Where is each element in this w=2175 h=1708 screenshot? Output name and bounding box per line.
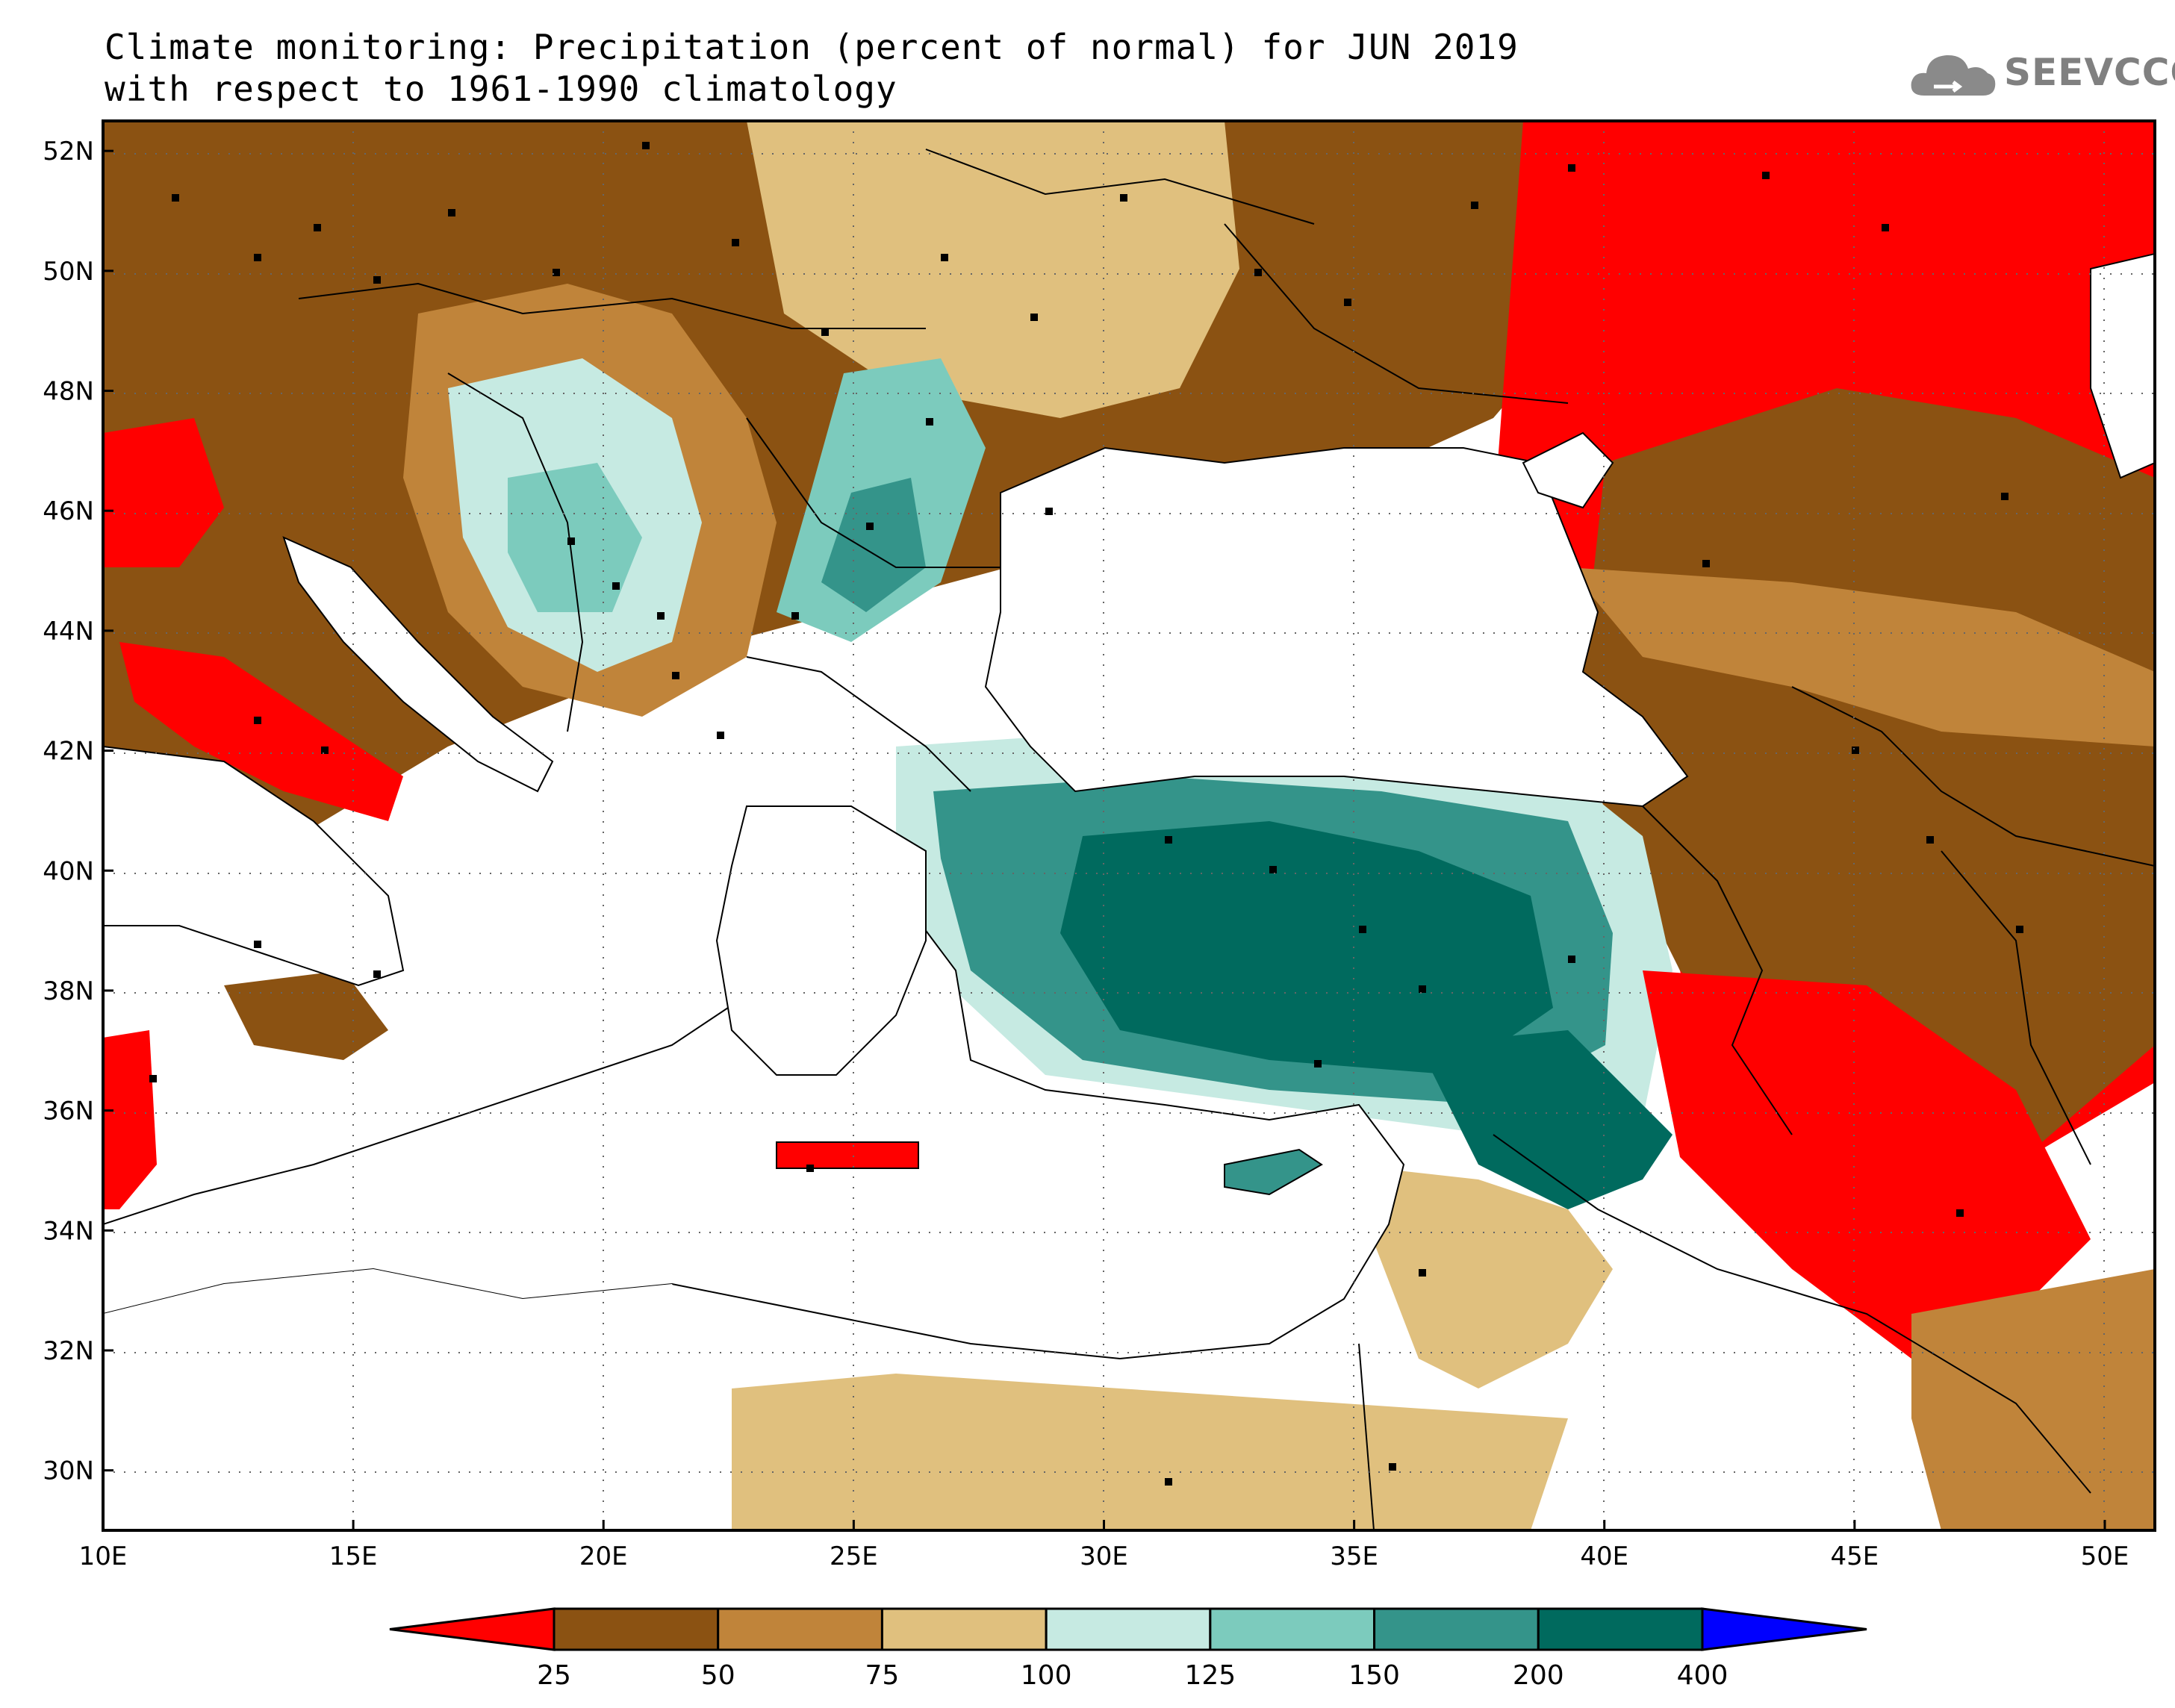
lon-tick-label: 50E	[2081, 1542, 2129, 1571]
cyprus	[1224, 1148, 1323, 1196]
lon-tick-label: 20E	[579, 1542, 628, 1571]
colorbar-segment	[1373, 1607, 1540, 1651]
colorbar-label: 150	[1348, 1660, 1400, 1691]
adriatic-sea	[282, 536, 554, 793]
field-levant-tan	[1344, 1165, 1613, 1388]
field-ukraine-tan	[747, 121, 1239, 418]
seevccc-logo: SEEVCCC	[1905, 43, 2175, 110]
lat-tick-label: 50N	[43, 257, 94, 287]
lat-tick-label: 46N	[43, 496, 94, 526]
latitude-labels: 52N 50N 48N 46N 44N 42N 40N 38N 36N 34N 32N 30N	[43, 137, 113, 1486]
colorbar-segment	[880, 1607, 1048, 1651]
colorbar-label: 100	[1021, 1660, 1072, 1691]
colorbar: 25 50 75 100 125 150 200 400	[389, 1607, 1867, 1691]
colorbar-label: 200	[1513, 1660, 1564, 1691]
field-caucasus	[1568, 567, 2155, 747]
grid-lines	[103, 121, 2155, 1530]
caspian-sea	[2090, 252, 2155, 479]
libya-blank	[103, 1269, 732, 1530]
field-italy-west-red	[103, 418, 224, 567]
field-syria-wet	[1419, 1030, 1673, 1209]
field-iraq-red	[1643, 970, 2091, 1359]
lat-tick-label: 42N	[43, 737, 94, 767]
colorbar-low-arrow	[389, 1607, 556, 1651]
crete	[776, 1141, 919, 1169]
field-italy-red	[119, 642, 403, 821]
lon-tick-label: 45E	[1830, 1542, 1879, 1571]
lon-tick-label: 30E	[1080, 1542, 1128, 1571]
lat-tick-label: 44N	[43, 617, 94, 646]
lon-tick-label: 10E	[79, 1542, 128, 1571]
lon-tick-label: 25E	[830, 1542, 878, 1571]
lat-tick-label: 34N	[43, 1216, 94, 1246]
lat-tick-label: 36N	[43, 1097, 94, 1126]
lat-tick-label: 32N	[43, 1336, 94, 1366]
colorbar-high-arrow	[1701, 1607, 1867, 1651]
lat-tick-label: 30N	[43, 1456, 94, 1486]
cloud-icon	[1911, 54, 1996, 96]
colorbar-segment	[717, 1607, 883, 1651]
map-frame	[102, 119, 2156, 1532]
lat-tick-label: 52N	[43, 137, 94, 166]
colorbar-segment	[1537, 1607, 1704, 1651]
chart-title-line-1: Climate monitoring: Precipitation (perce…	[105, 27, 1519, 67]
colorbar-label: 75	[865, 1660, 900, 1691]
lon-tick-label: 35E	[1330, 1542, 1378, 1571]
lon-tick-label: 15E	[329, 1542, 378, 1571]
lat-tick-label: 40N	[43, 856, 94, 886]
country-borders	[298, 149, 2155, 1530]
lat-tick-label: 48N	[43, 377, 94, 407]
colorbar-label: 25	[537, 1660, 571, 1691]
field-romania-wetter	[821, 478, 926, 612]
field-iran-brown	[1911, 1269, 2155, 1530]
chart-title-line-2: with respect to 1961-1990 climatology	[105, 69, 897, 109]
colorbar-label: 125	[1184, 1660, 1236, 1691]
azov-sea	[1522, 431, 1614, 509]
lon-tick-label: 40E	[1580, 1542, 1628, 1571]
colorbar-label: 50	[701, 1660, 735, 1691]
colorbar-segment	[553, 1607, 720, 1651]
map-field	[103, 121, 2155, 1530]
longitude-labels: 10E 15E 20E 25E 30E 35E 40E 45E 50E	[79, 1520, 2129, 1571]
field-sicily-brown	[224, 970, 388, 1060]
black-sea	[984, 446, 1689, 808]
logo-text: SEEVCCC	[2004, 51, 2175, 94]
colorbar-label: 400	[1677, 1660, 1729, 1691]
lat-tick-label: 38N	[43, 976, 94, 1006]
field-turkey-wettest	[1060, 821, 1553, 1075]
colorbar-segment	[1045, 1607, 1212, 1651]
aegean-sea	[715, 805, 927, 1076]
colorbar-segment	[1209, 1607, 1376, 1651]
field-egypt-tan	[732, 1374, 1568, 1530]
station-markers	[149, 142, 2023, 1486]
field-tunisia-red	[103, 1030, 157, 1209]
